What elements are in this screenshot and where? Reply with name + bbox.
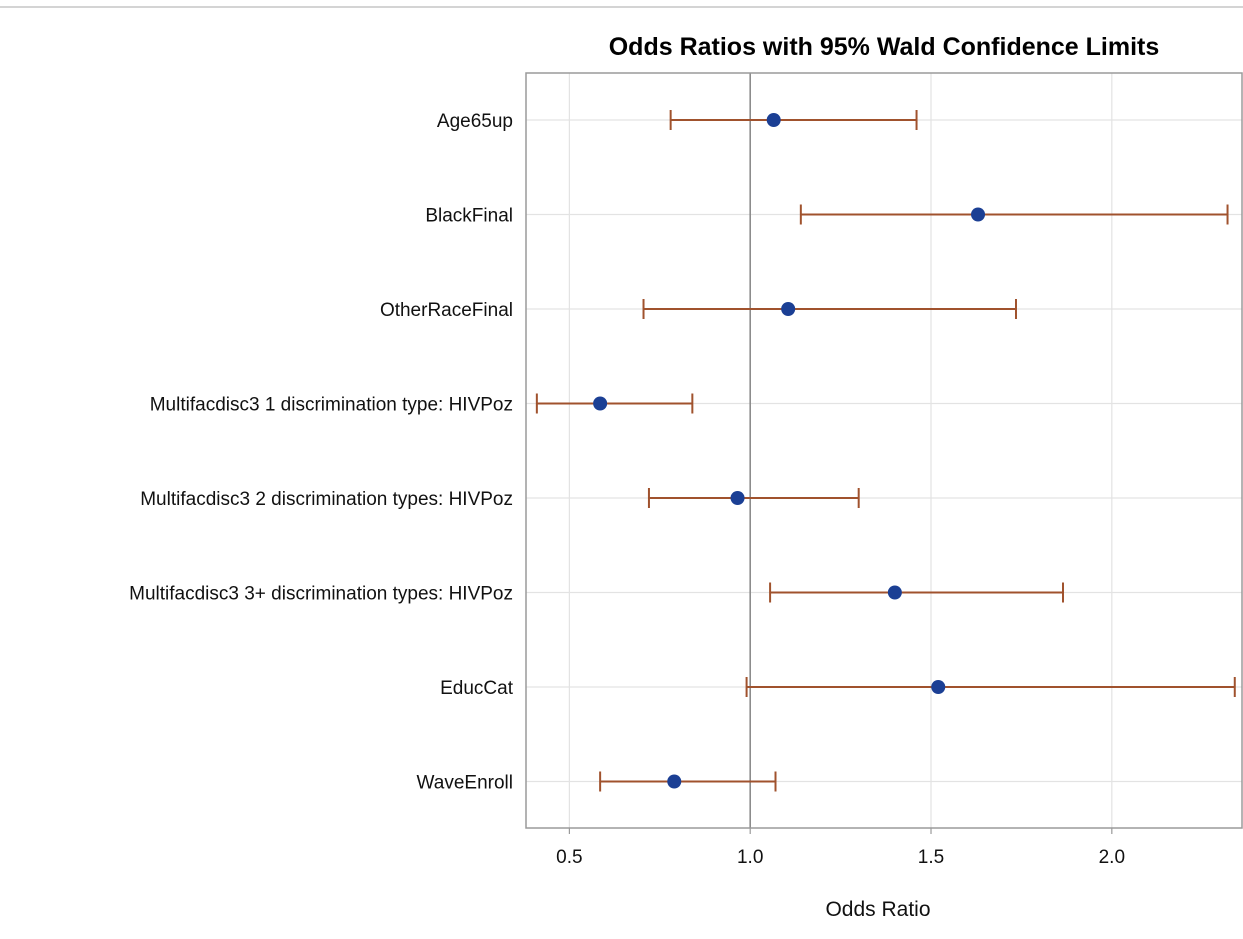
x-tick-label: 1.0 (737, 847, 763, 868)
point-estimate (887, 585, 902, 600)
marks-layer (535, 110, 1236, 792)
category-label: Multifacdisc3 2 discrimination types: HI… (140, 489, 513, 510)
chart-title: Odds Ratios with 95% Wald Confidence Lim… (609, 33, 1160, 61)
point-estimate (593, 396, 608, 411)
top-divider (0, 6, 1243, 8)
category-label: Age65up (437, 111, 513, 132)
point-estimate (667, 774, 682, 789)
category-label: WaveEnroll (417, 773, 513, 794)
x-tick-label: 2.0 (1099, 847, 1125, 868)
grid-layer (526, 73, 1242, 828)
category-label: BlackFinal (425, 206, 513, 227)
category-label: EducCat (440, 678, 514, 699)
x-tick-label: 0.5 (556, 847, 582, 868)
category-label: Multifacdisc3 1 discrimination type: HIV… (150, 395, 513, 416)
x-axis-ticks: 0.5 1.0 1.5 2.0 (556, 828, 1125, 868)
x-axis-label: Odds Ratio (825, 898, 930, 921)
category-label: OtherRaceFinal (380, 300, 513, 321)
x-tick-label: 1.5 (918, 847, 944, 868)
plot-frame (525, 72, 1243, 829)
point-estimate (766, 113, 781, 127)
point-estimate (730, 491, 745, 505)
point-estimate (971, 207, 986, 222)
category-label: Multifacdisc3 3+ discrimination types: H… (129, 584, 513, 605)
point-estimate (781, 302, 796, 316)
category-labels: Age65up BlackFinal OtherRaceFinal Multifacd… (129, 111, 514, 794)
point-estimate (931, 680, 946, 694)
